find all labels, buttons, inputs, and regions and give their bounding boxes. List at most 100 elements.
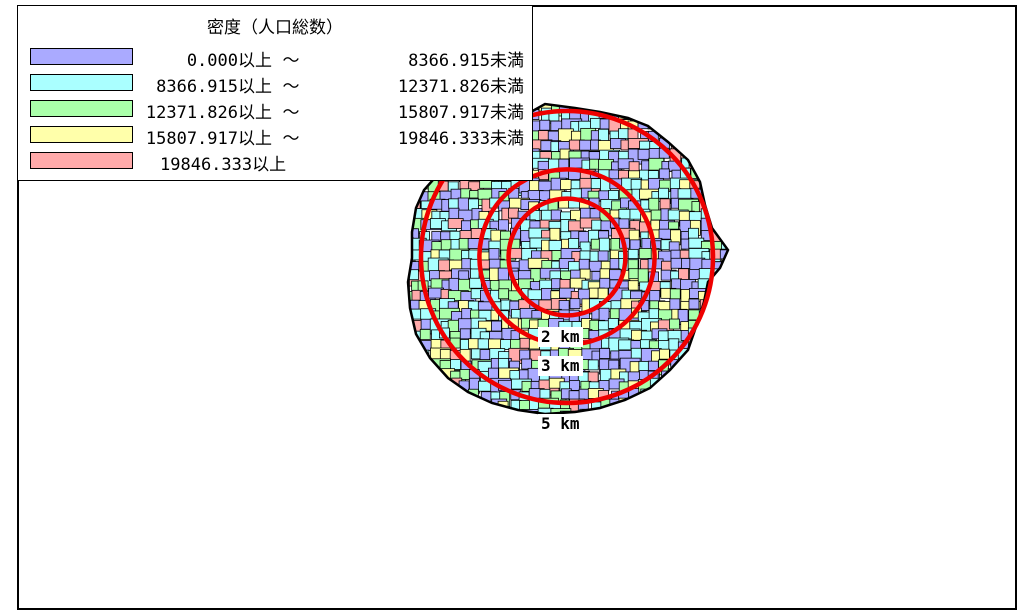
- district-cell: [729, 312, 749, 322]
- district-cell: [447, 218, 464, 229]
- district-cell: [728, 249, 743, 259]
- district-cell: [727, 110, 728, 122]
- district-cell: [650, 400, 672, 412]
- district-cell: [628, 268, 640, 280]
- district-cell: [729, 231, 744, 241]
- district-cell: [710, 170, 722, 182]
- legend-low: 12371.826以上: [145, 103, 272, 123]
- district-cell: [410, 399, 421, 410]
- district-cell: [708, 157, 720, 169]
- district-cell: [521, 358, 533, 370]
- district-cell: [700, 367, 712, 379]
- district-cell: [408, 338, 411, 349]
- district-cell: [680, 130, 702, 147]
- district-cell: [730, 350, 740, 365]
- district-cell: [408, 347, 416, 364]
- district-cell: [409, 381, 430, 398]
- district-cell: [710, 368, 728, 379]
- district-cell: [711, 391, 723, 408]
- district-cell: [519, 349, 531, 361]
- district-cell: [718, 209, 728, 221]
- district-cell: [408, 380, 412, 397]
- district-cell: [708, 380, 725, 397]
- district-cell: [688, 351, 704, 367]
- district-cell: [597, 250, 609, 262]
- district-cell: [709, 319, 728, 336]
- legend-low: 8366.915以上: [156, 77, 272, 97]
- district-cell: [590, 409, 612, 414]
- district-cell: [591, 219, 603, 231]
- legend-high: 12371.826未満: [397, 77, 524, 97]
- district-cell: [709, 189, 728, 201]
- district-cell: [550, 209, 562, 221]
- district-cell: [678, 369, 689, 386]
- district-cell: [708, 120, 720, 137]
- district-cell: [498, 288, 510, 300]
- district-cell: [730, 219, 740, 234]
- district-cell: [680, 360, 692, 372]
- district-cell: [668, 378, 685, 390]
- legend-sep: ～: [282, 77, 300, 97]
- district-cell: [428, 398, 445, 410]
- district-cell: [669, 288, 681, 300]
- district-cell: [498, 409, 510, 414]
- legend-sep: ～: [282, 51, 300, 71]
- legend-low: 19846.333以上: [160, 155, 287, 175]
- legend-swatch: [30, 74, 133, 91]
- district-cell: [417, 410, 434, 414]
- district-cell: [687, 389, 709, 401]
- district-cell: [731, 191, 751, 206]
- district-cell: [628, 229, 640, 241]
- district-cell: [587, 371, 599, 383]
- district-cell: [721, 399, 728, 411]
- district-cell: [678, 378, 700, 390]
- district-cell: [628, 398, 639, 414]
- district-cell: [717, 270, 728, 287]
- district-cell: [430, 380, 447, 392]
- district-cell: [731, 369, 741, 379]
- district-cell: [688, 361, 710, 378]
- legend-low: 0.000以上: [186, 51, 272, 71]
- district-cell: [691, 130, 713, 141]
- district-cell: [731, 100, 746, 115]
- district-cell: [700, 351, 717, 368]
- district-cell: [731, 382, 751, 397]
- district-cell: [648, 308, 660, 320]
- district-cell: [711, 178, 728, 194]
- district-cell: [669, 104, 681, 109]
- district-cell: [680, 140, 702, 157]
- district-cell: [620, 411, 637, 414]
- district-cell: [658, 330, 669, 342]
- district-cell: [607, 317, 619, 329]
- district-cell: [670, 400, 692, 414]
- district-cell: [709, 339, 721, 356]
- district-cell: [731, 399, 741, 409]
- district-cell: [497, 400, 509, 414]
- district-cell: [709, 147, 728, 159]
- district-cell: [732, 209, 752, 224]
- district-cell: [727, 170, 728, 187]
- district-cell: [720, 291, 728, 303]
- district-cell: [638, 104, 655, 111]
- district-cell: [408, 329, 410, 341]
- district-cell: [491, 320, 502, 332]
- district-cell: [709, 398, 726, 410]
- district-cell: [660, 398, 672, 414]
- district-cell: [701, 327, 718, 344]
- district-cell: [439, 378, 451, 395]
- region-outline: [406, 102, 730, 416]
- district-cell: [587, 359, 599, 371]
- legend-high: 19846.333未満: [397, 129, 524, 149]
- distance-ring-5km: [418, 108, 716, 406]
- district-cell: [459, 328, 471, 340]
- district-cell: [460, 410, 472, 414]
- district-cell: [491, 411, 508, 414]
- district-cell: [410, 391, 427, 407]
- district-cell: [687, 139, 704, 156]
- district-cell: [450, 390, 467, 402]
- district-cell: [720, 189, 728, 205]
- district-cell: [440, 410, 457, 414]
- legend: 密度（人口総数） 0.000以上 ～ 8366.915未満 8366.915以上…: [17, 5, 533, 181]
- district-cell: [408, 409, 409, 414]
- district-cell: [670, 390, 687, 402]
